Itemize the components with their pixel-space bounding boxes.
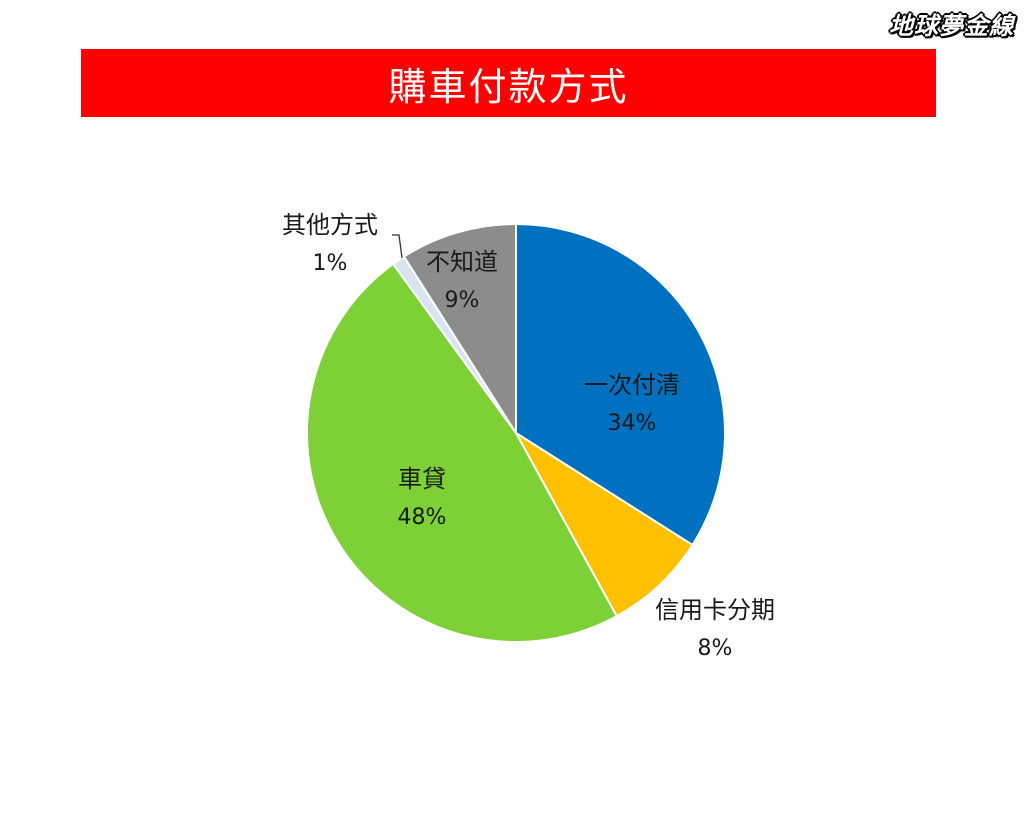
slice-value-label-2: 8% bbox=[698, 636, 733, 661]
slice-label-2: 信用卡分期 bbox=[655, 596, 775, 624]
pie-labels: 一次付清 34% 信用卡分期 8% 車貸 48% 其他方式 1% 不知道 9% bbox=[282, 211, 775, 661]
leader-line bbox=[392, 234, 403, 259]
title-banner: 購車付款方式 bbox=[81, 49, 936, 117]
slice-label-1: 一次付清 bbox=[584, 371, 680, 399]
slice-value-label-5: 9% bbox=[445, 288, 480, 313]
pie-slice-3 bbox=[306, 262, 619, 643]
pie-slice-1 bbox=[515, 222, 726, 547]
slice-label-4: 其他方式 bbox=[282, 211, 378, 239]
slice-label-5: 不知道 bbox=[426, 248, 498, 276]
page-title: 購車付款方式 bbox=[388, 64, 629, 109]
slice-value-label-3: 48% bbox=[398, 505, 447, 530]
pie-slices bbox=[306, 222, 726, 643]
brand-logo: 地球夢金線 bbox=[889, 12, 1014, 40]
pie-slice-2 bbox=[515, 432, 694, 618]
slice-value-label-1: 34% bbox=[608, 411, 657, 436]
slice-value-label-4: 1% bbox=[313, 251, 348, 276]
slice-label-3: 車貸 bbox=[398, 465, 446, 493]
pie-slice-5 bbox=[402, 222, 517, 437]
